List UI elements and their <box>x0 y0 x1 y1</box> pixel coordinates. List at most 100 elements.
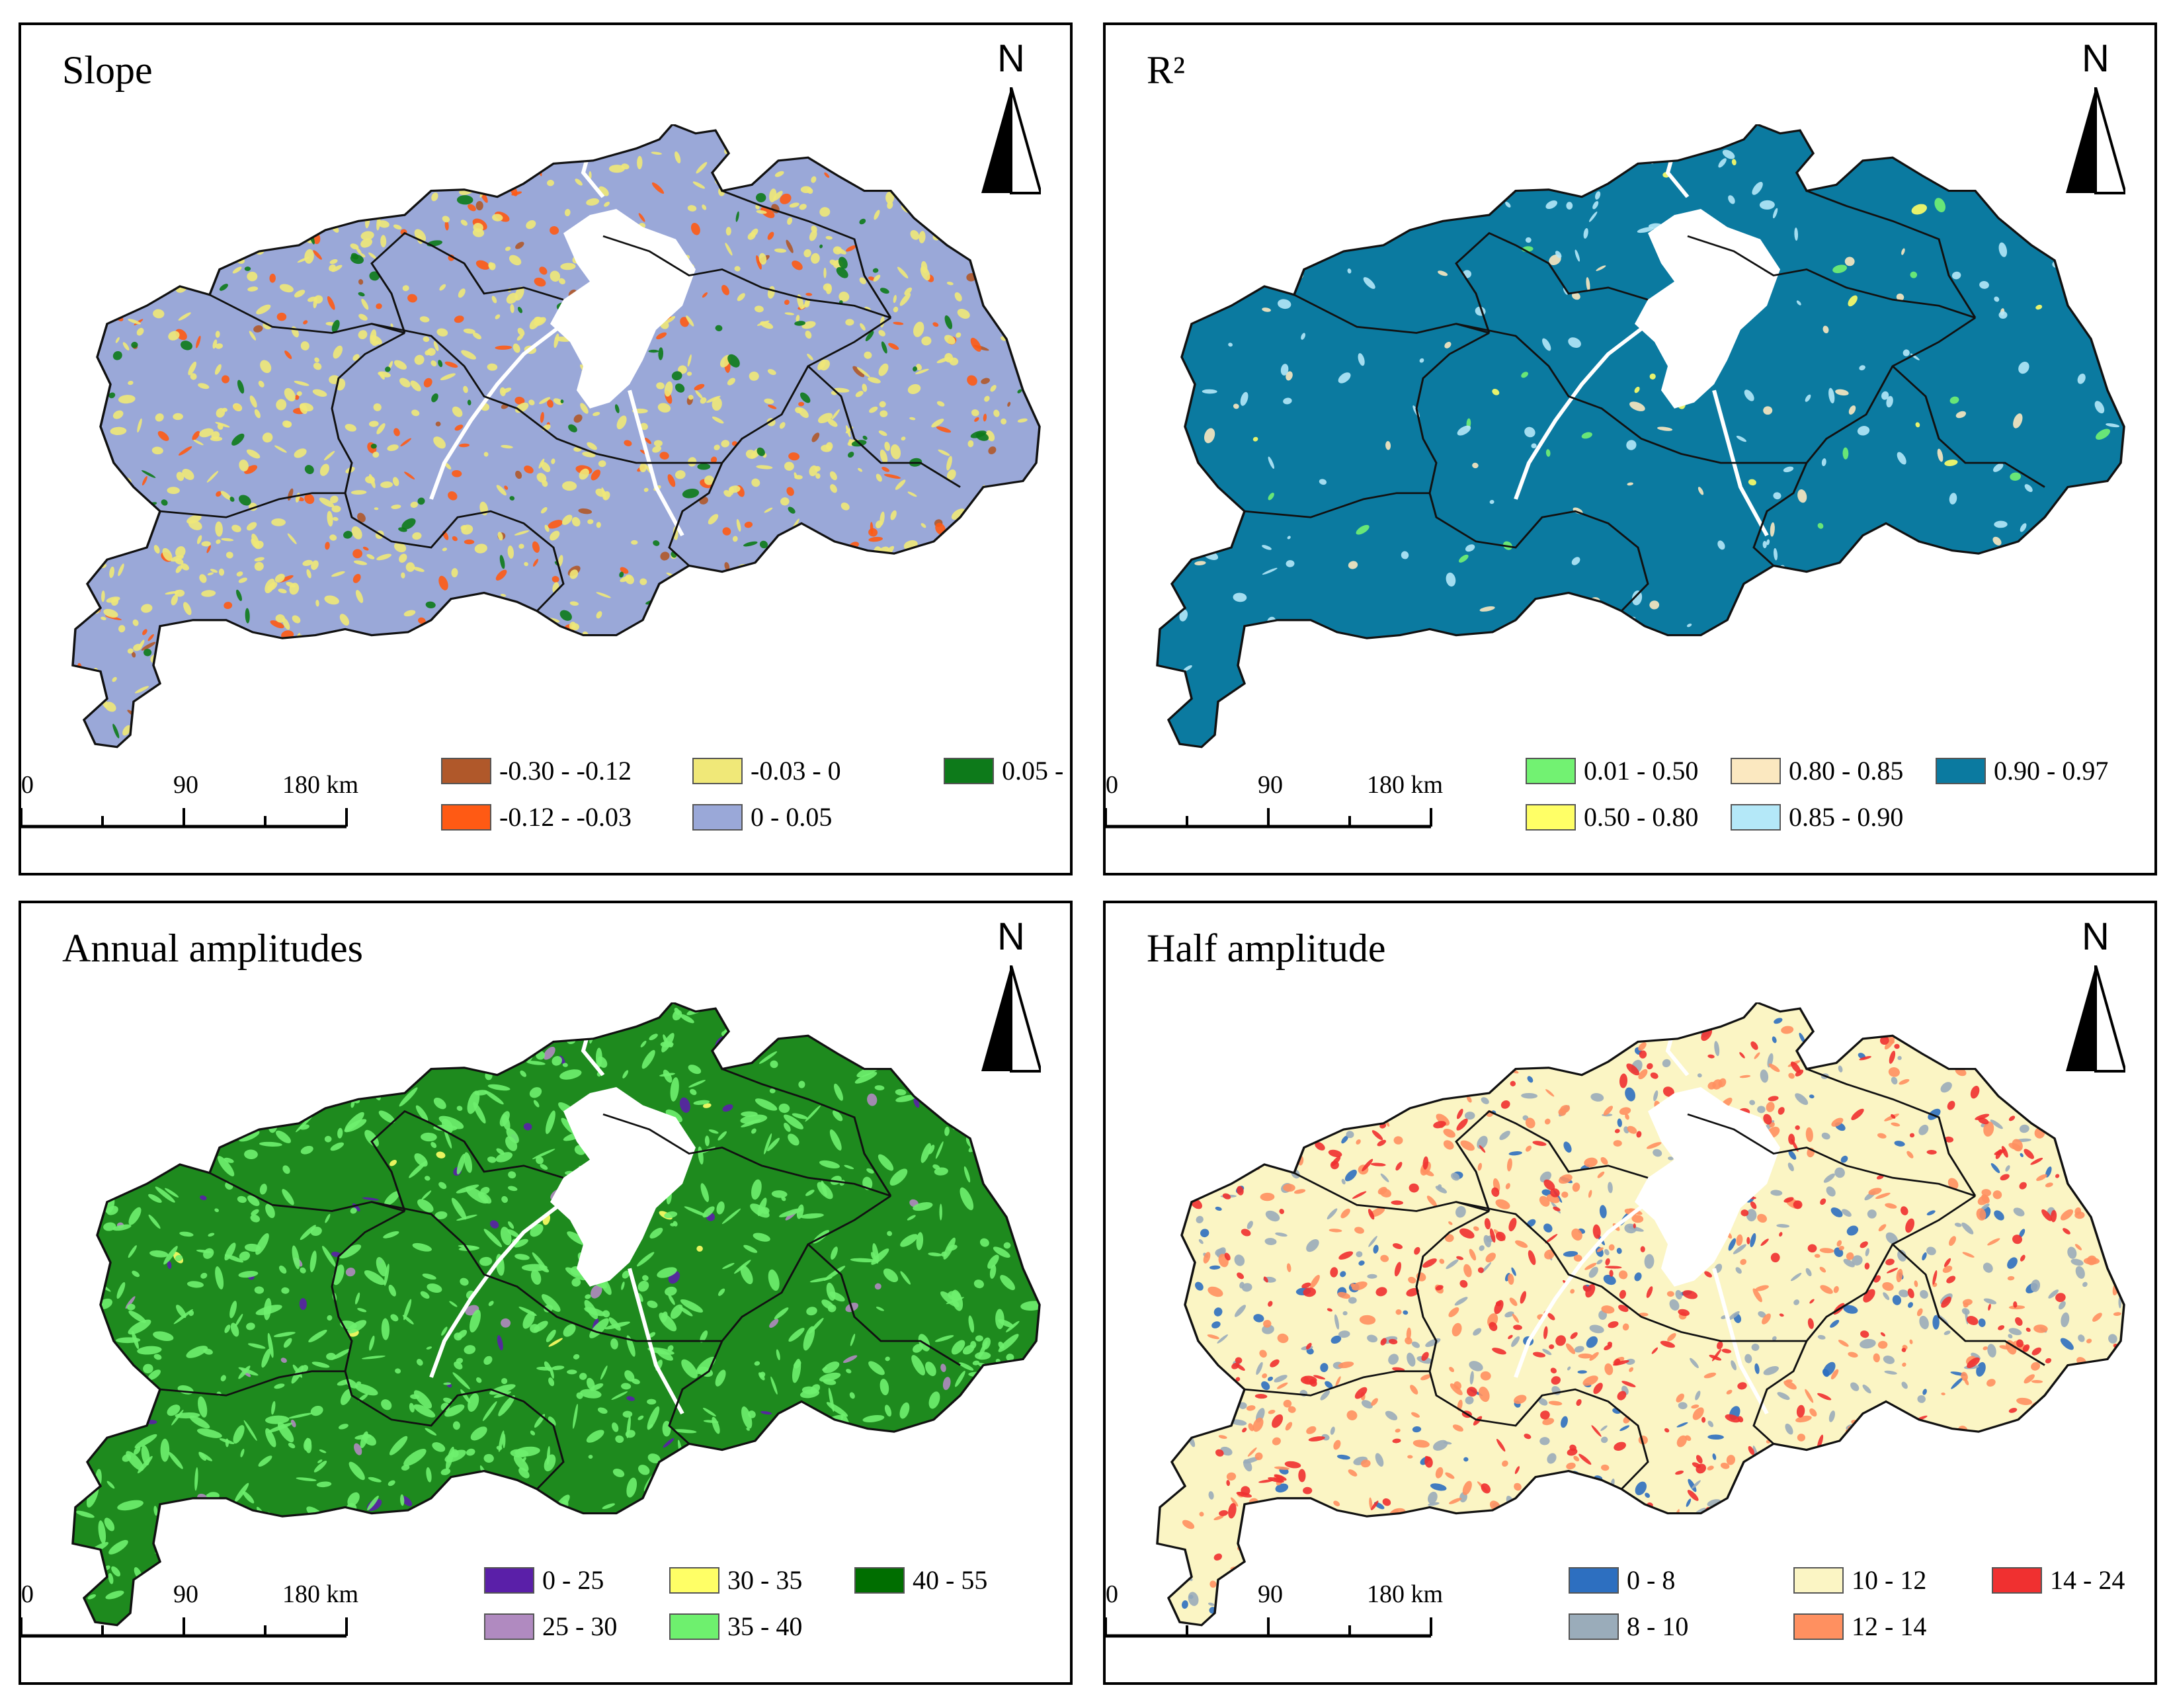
district-boundary <box>602 1113 891 1197</box>
legend-swatch <box>441 758 491 784</box>
legend-label: 0 - 8 <box>1627 1565 1676 1595</box>
scale-tick-label: 0 <box>1106 771 1118 799</box>
legend-swatch <box>1731 804 1781 831</box>
scale-tick-label: 0 <box>21 1580 34 1608</box>
district-boundary <box>1687 235 1976 319</box>
legend-label: -0.30 - -0.12 <box>499 756 632 786</box>
legend-swatch <box>1569 1567 1619 1594</box>
district-boundary <box>1806 190 1977 319</box>
legend-swatch <box>441 804 491 831</box>
region-map <box>1145 1001 2137 1637</box>
district-boundary <box>1687 1113 1976 1197</box>
scale-tick-label: 90 <box>173 771 198 799</box>
district-boundary <box>370 1110 564 1211</box>
legend-swatch <box>1526 758 1576 784</box>
region-outline <box>71 123 1041 749</box>
map-base-fill <box>73 124 1040 747</box>
north-label: N <box>2082 915 2109 958</box>
scale-tick-label: 0 <box>1106 1580 1118 1608</box>
panel-title: Annual amplitudes <box>62 926 363 970</box>
legend-swatch <box>669 1613 719 1640</box>
map-panel-slope: Slope N 0 90 180 km -0.30 - -0.12 -0.12 - -0.0… <box>19 22 1073 875</box>
district-boundary <box>371 317 891 464</box>
region-map <box>61 123 1053 759</box>
legend-label: 0.05 - 0.15 <box>1002 756 1070 786</box>
legend-label: 0 - 0.05 <box>751 802 833 832</box>
north-arrow: N <box>968 40 1054 212</box>
legend-swatch <box>1526 804 1576 831</box>
legend-label: 8 - 10 <box>1627 1611 1689 1641</box>
district-boundary <box>721 1068 892 1197</box>
region-outline <box>1156 1001 2125 1627</box>
legend-label: 0.50 - 0.80 <box>1584 802 1699 832</box>
scale-tick-label: 180 km <box>282 771 359 799</box>
map-base-fill <box>1157 1002 2124 1625</box>
district-boundary <box>331 332 565 612</box>
lake-area <box>550 1087 696 1287</box>
legend-swatch <box>669 1567 719 1594</box>
legend-swatch <box>1793 1613 1844 1640</box>
lake-area <box>1635 1087 1780 1287</box>
district-boundary <box>1455 231 1649 333</box>
district-boundary <box>602 235 891 319</box>
scale-tick-label: 0 <box>21 771 34 799</box>
legend-label: 35 - 40 <box>727 1611 803 1641</box>
legend-swatch <box>484 1567 534 1594</box>
north-arrow-icon <box>2066 965 2125 1073</box>
district-boundary <box>371 1195 891 1342</box>
north-arrow-icon <box>981 965 1041 1073</box>
district-boundary <box>807 1243 961 1366</box>
district-boundary <box>159 492 345 518</box>
district-boundary <box>1806 1068 1977 1197</box>
legend-label: -0.12 - -0.03 <box>499 802 632 832</box>
legend-swatch <box>944 758 994 784</box>
scale-tick-label: 90 <box>1258 1580 1283 1608</box>
scale-tick-label: 90 <box>1258 771 1283 799</box>
district-boundary <box>1455 1195 1976 1342</box>
district-boundary <box>1891 1243 2045 1366</box>
district-boundary <box>1244 492 1430 518</box>
legend-label: 25 - 30 <box>542 1611 618 1641</box>
legend-label: 14 - 24 <box>2050 1565 2125 1595</box>
district-boundary <box>1891 365 2045 488</box>
legend-swatch <box>1793 1567 1844 1594</box>
district-boundary <box>1752 462 1808 567</box>
north-arrow: N <box>968 918 1054 1090</box>
region-map <box>61 1001 1053 1637</box>
legend-label: 0.01 - 0.50 <box>1584 756 1699 786</box>
legend-label: 40 - 55 <box>913 1565 988 1595</box>
map-panel-r2: R² N 0 90 180 km 0.01 - 0.50 0.50 - 0.80 0.80 -… <box>1103 22 2157 875</box>
district-boundary <box>370 231 564 333</box>
legend-swatch <box>484 1613 534 1640</box>
north-label: N <box>2082 37 2109 80</box>
legend-label: 12 - 14 <box>1852 1611 1927 1641</box>
legend-swatch <box>692 758 743 784</box>
panel-title: Slope <box>62 48 153 92</box>
legend-label: 0.90 - 0.97 <box>1994 756 2109 786</box>
map-panel-annual-amplitudes: Annual amplitudes N 0 90 180 km 0 - 25 25 - 30… <box>19 901 1073 1685</box>
north-arrow: N <box>2053 918 2139 1090</box>
scale-bar: 0 90 180 km <box>21 747 431 873</box>
district-boundary <box>1415 1210 1649 1490</box>
district-boundary <box>807 365 961 488</box>
map-base-fill <box>1157 124 2124 747</box>
legend-swatch <box>1569 1613 1619 1640</box>
legend-label: 0.80 - 0.85 <box>1789 756 1904 786</box>
scale-bar: 0 90 180 km <box>1106 747 1516 873</box>
legend-swatch <box>1992 1567 2042 1594</box>
district-boundary <box>1415 332 1649 612</box>
district-boundary <box>1455 317 1976 464</box>
legend-label: 30 - 35 <box>727 1565 803 1595</box>
legend-label: -0.03 - 0 <box>751 756 841 786</box>
scale-tick-label: 90 <box>173 1580 198 1608</box>
scale-bar: 0 90 180 km <box>1106 1557 1516 1682</box>
scale-bar: 0 90 180 km <box>21 1557 431 1682</box>
north-arrow-icon <box>2066 87 2125 194</box>
legend-label: 0.85 - 0.90 <box>1789 802 1904 832</box>
north-label: N <box>997 915 1025 958</box>
legend-label: 10 - 12 <box>1852 1565 1927 1595</box>
north-label: N <box>997 37 1025 80</box>
district-boundary <box>1752 1340 1808 1445</box>
lake-area <box>550 209 696 409</box>
district-boundary <box>668 1340 723 1445</box>
